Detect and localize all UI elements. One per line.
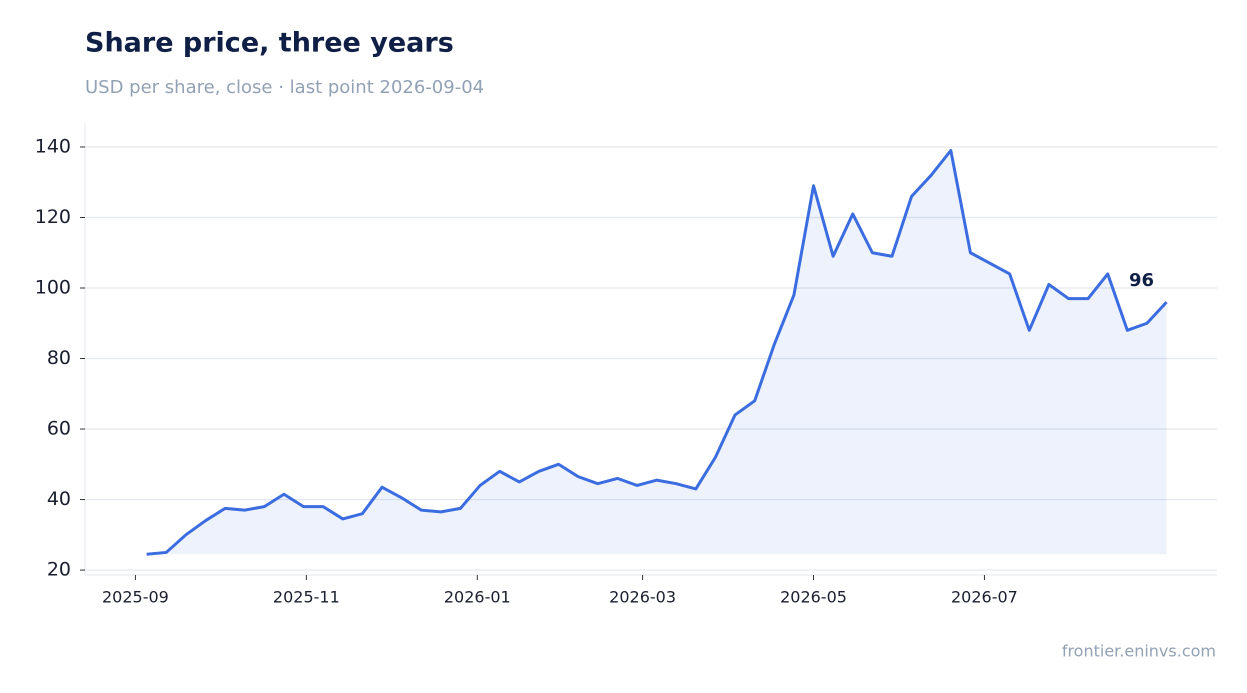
y-tick-label: 100 [35, 277, 71, 299]
y-tick-label: 120 [35, 206, 71, 228]
x-tick-label: 2025-09 [102, 588, 169, 607]
y-tick-label: 20 [47, 559, 71, 581]
x-tick-label: 2026-07 [951, 588, 1018, 607]
x-tick-label: 2026-05 [780, 588, 847, 607]
y-tick-label: 40 [47, 488, 71, 510]
price-line [146, 149, 1168, 556]
chart-subtitle: USD per share, close · last point 2026-0… [85, 77, 484, 98]
y-tick-label: 60 [47, 418, 71, 440]
chart-title: Share price, three years [85, 28, 454, 59]
last-value-label: 96 [1129, 270, 1154, 291]
y-tick-label: 140 [35, 135, 71, 157]
y-tick-label: 80 [47, 347, 71, 369]
source: frontier.eninvs.com [1062, 642, 1216, 661]
x-tick-label: 2026-03 [609, 588, 676, 607]
area [146, 150, 1167, 555]
x-tick-label: 2025-11 [273, 588, 340, 607]
x-tick-label: 2026-01 [444, 588, 511, 607]
